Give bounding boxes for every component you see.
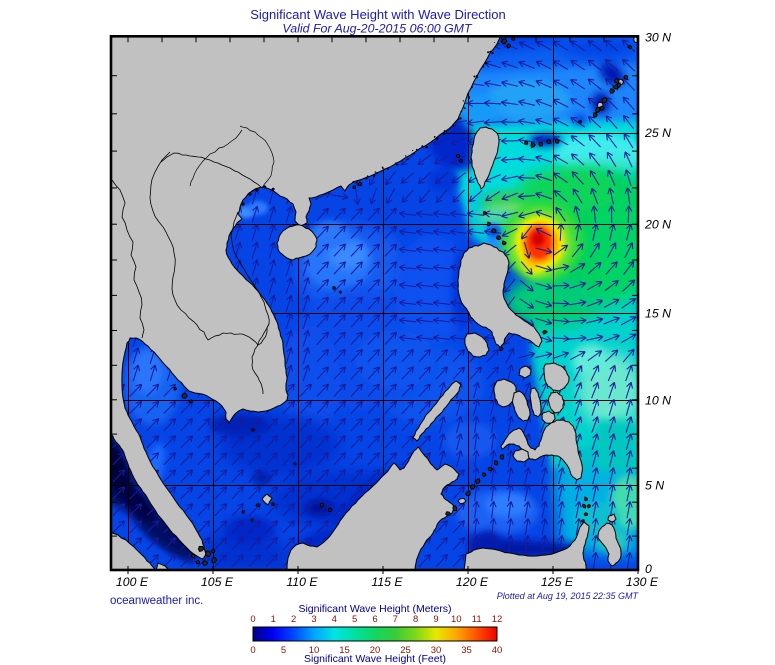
svg-text:110 E: 110 E <box>286 575 318 589</box>
svg-text:oceanweather inc.: oceanweather inc. <box>110 595 203 607</box>
svg-text:10 N: 10 N <box>645 393 671 407</box>
svg-text:5: 5 <box>352 614 357 625</box>
svg-text:7: 7 <box>393 614 398 625</box>
svg-text:115 E: 115 E <box>371 575 403 589</box>
svg-text:9: 9 <box>433 614 438 625</box>
svg-text:20: 20 <box>370 645 381 656</box>
svg-text:15 N: 15 N <box>645 307 671 321</box>
svg-text:12: 12 <box>492 614 503 625</box>
svg-text:100 E: 100 E <box>116 575 149 589</box>
svg-text:1: 1 <box>271 614 276 625</box>
svg-text:0: 0 <box>250 645 255 656</box>
svg-text:5 N: 5 N <box>645 479 664 493</box>
svg-text:3: 3 <box>311 614 316 625</box>
svg-text:Significant Wave Height (Feet): Significant Wave Height (Feet) <box>304 653 446 665</box>
svg-text:20 N: 20 N <box>644 218 671 232</box>
svg-text:2: 2 <box>291 614 296 625</box>
svg-text:6: 6 <box>372 614 377 625</box>
svg-text:5: 5 <box>281 645 286 656</box>
svg-text:0: 0 <box>645 562 652 576</box>
svg-text:Plotted at Aug 19, 2015 22:35: Plotted at Aug 19, 2015 22:35 GMT <box>497 591 640 601</box>
svg-text:105 E: 105 E <box>201 575 234 589</box>
svg-text:40: 40 <box>492 645 503 656</box>
svg-text:11: 11 <box>472 614 482 625</box>
svg-text:15: 15 <box>339 645 350 656</box>
svg-text:125 E: 125 E <box>541 575 574 589</box>
svg-text:120 E: 120 E <box>456 575 489 589</box>
svg-text:10: 10 <box>451 614 462 625</box>
svg-text:35: 35 <box>461 645 472 656</box>
svg-text:8: 8 <box>413 614 418 625</box>
svg-text:Significant Wave Height with W: Significant Wave Height with Wave Direct… <box>250 7 506 22</box>
svg-text:Significant Wave Height (Meter: Significant Wave Height (Meters) <box>298 603 451 615</box>
svg-text:25 N: 25 N <box>644 126 671 140</box>
svg-text:130 E: 130 E <box>626 575 659 589</box>
svg-text:10: 10 <box>309 645 320 656</box>
svg-text:4: 4 <box>332 614 337 625</box>
svg-text:30: 30 <box>431 645 442 656</box>
svg-text:30 N: 30 N <box>645 31 671 45</box>
svg-text:0: 0 <box>250 614 255 625</box>
svg-text:25: 25 <box>400 645 411 656</box>
svg-text:Valid For Aug-20-2015 06:00 GM: Valid For Aug-20-2015 06:00 GMT <box>282 22 473 36</box>
